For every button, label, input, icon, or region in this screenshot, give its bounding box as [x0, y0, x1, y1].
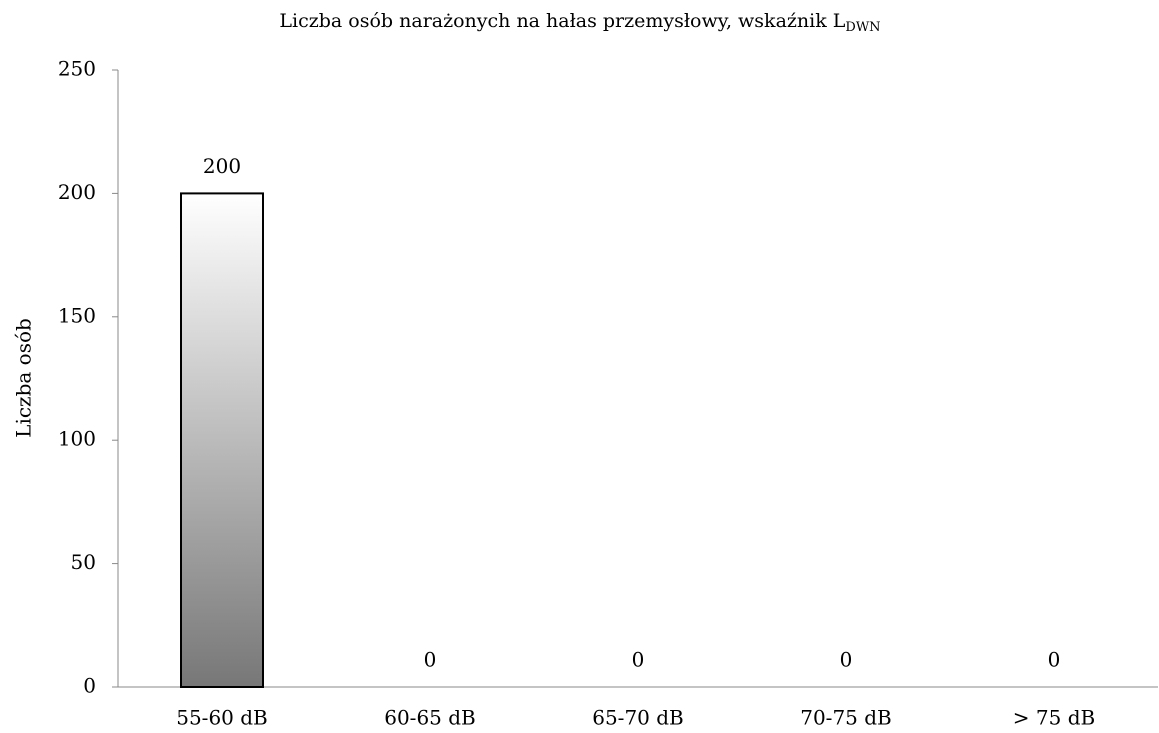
x-tick-label: 65-70 dB	[592, 706, 684, 730]
bar	[180, 192, 264, 688]
y-tick-label: 200	[58, 180, 96, 204]
y-tick-label: 50	[71, 550, 96, 574]
y-tick-label: 100	[58, 427, 96, 451]
data-label: 0	[1048, 648, 1061, 672]
data-label: 200	[203, 154, 241, 178]
title-main: Liczba osób narażonych na hałas przemysł…	[279, 10, 845, 32]
y-tick-label: 150	[58, 303, 96, 327]
y-tick-label: 250	[58, 57, 96, 81]
data-label: 0	[632, 648, 645, 672]
data-label: 0	[840, 648, 853, 672]
data-label: 0	[424, 648, 437, 672]
y-tick-label: 0	[83, 674, 96, 698]
x-tick-label: 55-60 dB	[176, 706, 268, 730]
x-tick-label: 60-65 dB	[384, 706, 476, 730]
chart-title: Liczba osób narażonych na hałas przemysł…	[279, 10, 880, 35]
x-tick-label: 70-75 dB	[800, 706, 892, 730]
y-axis-label: Liczba osób	[12, 318, 36, 438]
title-subscript: DWN	[845, 20, 880, 35]
x-tick-label: > 75 dB	[1013, 706, 1095, 730]
